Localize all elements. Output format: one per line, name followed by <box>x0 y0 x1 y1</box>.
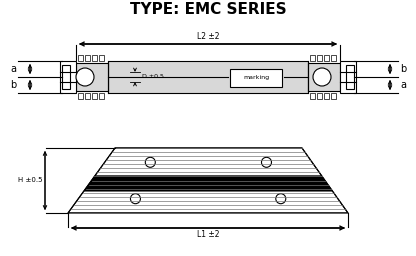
Bar <box>78 55 83 61</box>
Text: L1 ±2: L1 ±2 <box>197 230 219 239</box>
Text: D ±0.5: D ±0.5 <box>142 74 164 80</box>
Circle shape <box>276 194 286 204</box>
Bar <box>317 55 322 61</box>
Circle shape <box>131 194 141 204</box>
Bar <box>78 93 83 99</box>
Circle shape <box>313 68 331 86</box>
Bar <box>60 61 76 93</box>
Text: a: a <box>400 80 406 90</box>
Text: H ±0.5: H ±0.5 <box>17 177 42 184</box>
Bar <box>99 55 104 61</box>
Bar <box>308 63 340 91</box>
Bar <box>85 55 90 61</box>
Bar <box>62 65 70 89</box>
Bar <box>230 69 282 87</box>
Text: marking: marking <box>243 76 269 80</box>
Polygon shape <box>68 148 348 213</box>
Text: TYPE: EMC SERIES: TYPE: EMC SERIES <box>130 3 286 17</box>
Bar <box>76 63 108 91</box>
Bar <box>346 65 354 89</box>
Bar <box>99 93 104 99</box>
Bar <box>331 93 336 99</box>
Circle shape <box>145 157 155 167</box>
Polygon shape <box>84 175 333 191</box>
Bar <box>108 61 308 93</box>
Bar <box>324 55 329 61</box>
Bar <box>331 55 336 61</box>
Bar <box>310 55 315 61</box>
Circle shape <box>76 68 94 86</box>
Bar <box>340 61 356 93</box>
Text: a: a <box>10 64 16 74</box>
Bar <box>85 93 90 99</box>
Bar <box>310 93 315 99</box>
Text: b: b <box>10 80 16 90</box>
Bar <box>317 93 322 99</box>
Bar <box>92 93 97 99</box>
Bar <box>92 55 97 61</box>
Text: b: b <box>400 64 406 74</box>
Circle shape <box>262 157 272 167</box>
Bar <box>324 93 329 99</box>
Text: L2 ±2: L2 ±2 <box>197 32 219 41</box>
